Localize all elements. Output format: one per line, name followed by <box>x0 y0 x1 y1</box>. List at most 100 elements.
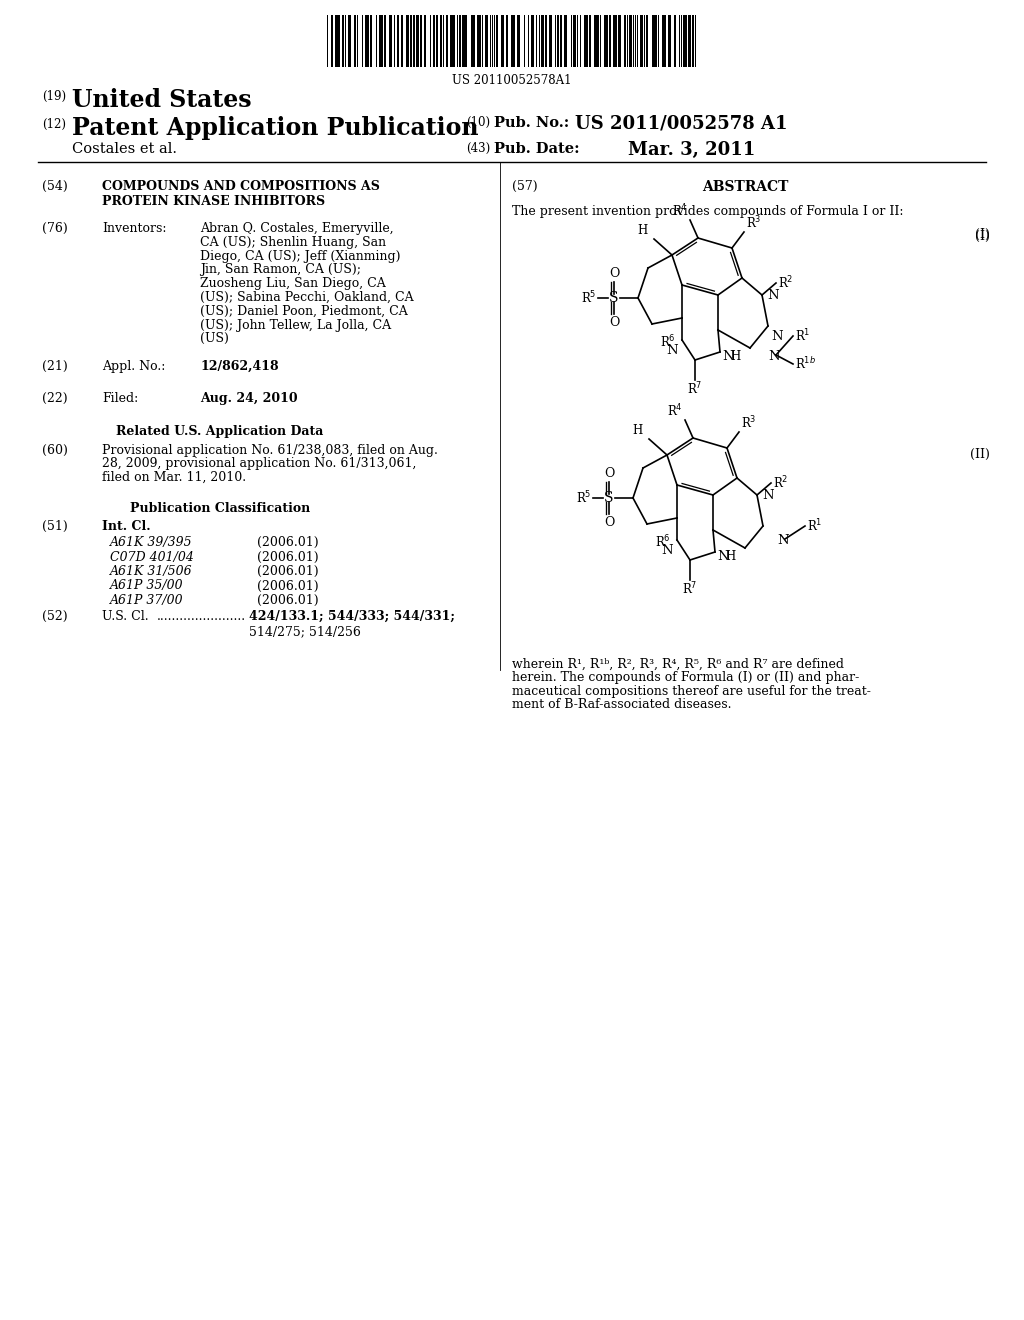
Text: (US); John Tellew, La Jolla, CA: (US); John Tellew, La Jolla, CA <box>200 318 391 331</box>
Bar <box>354 15 356 67</box>
Bar <box>501 15 504 67</box>
Text: H: H <box>637 224 647 238</box>
Text: N: N <box>722 350 733 363</box>
Text: United States: United States <box>72 88 252 112</box>
Text: 514/275; 514/256: 514/275; 514/256 <box>249 624 360 638</box>
Text: (II): (II) <box>970 447 990 461</box>
Text: (2006.01): (2006.01) <box>257 565 318 578</box>
Text: (52): (52) <box>42 610 68 623</box>
Text: Zuosheng Liu, San Diego, CA: Zuosheng Liu, San Diego, CA <box>200 277 386 290</box>
Bar <box>397 15 399 67</box>
Bar <box>331 15 333 67</box>
Text: (US); Daniel Poon, Piedmont, CA: (US); Daniel Poon, Piedmont, CA <box>200 305 408 318</box>
Bar <box>413 15 415 67</box>
Bar <box>384 15 386 67</box>
Bar <box>584 15 588 67</box>
Bar <box>560 15 562 67</box>
Bar <box>624 15 626 67</box>
Bar <box>410 15 412 67</box>
Text: R$^2$: R$^2$ <box>778 275 794 292</box>
Text: The present invention provides compounds of Formula I or II:: The present invention provides compounds… <box>512 205 903 218</box>
Text: Filed:: Filed: <box>102 392 138 405</box>
Text: N: N <box>768 350 779 363</box>
Bar <box>342 15 344 67</box>
Text: R$^4$: R$^4$ <box>673 202 688 219</box>
Text: R$^7$: R$^7$ <box>682 581 697 598</box>
Bar <box>370 15 372 67</box>
Text: A61P 35/00: A61P 35/00 <box>110 579 183 593</box>
Text: R$^5$: R$^5$ <box>581 289 596 306</box>
Text: A61K 39/395: A61K 39/395 <box>110 536 193 549</box>
Text: A61K 31/506: A61K 31/506 <box>110 565 193 578</box>
Bar <box>618 15 621 67</box>
Text: Jin, San Ramon, CA (US);: Jin, San Ramon, CA (US); <box>200 264 361 276</box>
Text: herein. The compounds of Formula (I) or (II) and phar-: herein. The compounds of Formula (I) or … <box>512 672 859 685</box>
Bar <box>511 15 515 67</box>
Bar <box>531 15 534 67</box>
Text: (2006.01): (2006.01) <box>257 579 318 593</box>
Bar <box>646 15 648 67</box>
Text: ment of B-Raf-associated diseases.: ment of B-Raf-associated diseases. <box>512 698 731 711</box>
Text: (US): (US) <box>200 333 229 346</box>
Bar <box>416 15 419 67</box>
Text: (22): (22) <box>42 392 68 405</box>
Text: 424/133.1; 544/333; 544/331;: 424/133.1; 544/333; 544/331; <box>249 610 455 623</box>
Bar <box>557 15 559 67</box>
Text: R$^7$: R$^7$ <box>687 381 702 397</box>
Text: N: N <box>777 535 788 546</box>
Text: filed on Mar. 11, 2010.: filed on Mar. 11, 2010. <box>102 471 246 484</box>
Text: Diego, CA (US); Jeff (Xianming): Diego, CA (US); Jeff (Xianming) <box>200 249 400 263</box>
Text: (10): (10) <box>466 116 490 129</box>
Text: N: N <box>767 289 778 302</box>
Bar <box>365 15 369 67</box>
Text: Abran Q. Costales, Emeryville,: Abran Q. Costales, Emeryville, <box>200 222 393 235</box>
Bar <box>506 15 508 67</box>
Bar <box>573 15 575 67</box>
Text: (43): (43) <box>466 143 490 154</box>
Text: US 2011/0052578 A1: US 2011/0052578 A1 <box>575 115 787 133</box>
Text: R$^4$: R$^4$ <box>668 403 683 418</box>
Text: (76): (76) <box>42 222 68 235</box>
Bar <box>688 15 691 67</box>
Bar <box>433 15 435 67</box>
Bar <box>389 15 392 67</box>
Bar <box>335 15 340 67</box>
Text: US 20110052578A1: US 20110052578A1 <box>453 74 571 87</box>
Text: Patent Application Publication: Patent Application Publication <box>72 116 478 140</box>
Text: (I): (I) <box>975 230 990 243</box>
Text: R$^{1b}$: R$^{1b}$ <box>795 356 816 372</box>
Text: O: O <box>609 315 620 329</box>
Text: (I): (I) <box>975 228 990 242</box>
Bar <box>609 15 611 67</box>
Text: N: N <box>717 550 729 564</box>
Text: Pub. Date:: Pub. Date: <box>494 143 580 156</box>
Text: (2006.01): (2006.01) <box>257 536 318 549</box>
Bar <box>496 15 498 67</box>
Text: .......................: ....................... <box>157 610 246 623</box>
Bar <box>589 15 591 67</box>
Bar <box>379 15 383 67</box>
Bar <box>640 15 643 67</box>
Text: A61P 37/00: A61P 37/00 <box>110 594 183 607</box>
Text: R$^6$: R$^6$ <box>655 535 671 550</box>
Text: Pub. No.:: Pub. No.: <box>494 116 569 129</box>
Bar <box>629 15 632 67</box>
Text: wherein R¹, R¹ᵇ, R², R³, R⁴, R⁵, R⁶ and R⁷ are defined: wherein R¹, R¹ᵇ, R², R³, R⁴, R⁵, R⁶ and … <box>512 657 844 671</box>
Bar <box>446 15 449 67</box>
Text: 12/862,418: 12/862,418 <box>200 360 279 374</box>
Text: S: S <box>604 491 613 506</box>
Text: N: N <box>762 488 773 502</box>
Text: N: N <box>667 345 678 356</box>
Text: Publication Classification: Publication Classification <box>130 502 310 515</box>
Text: Mar. 3, 2011: Mar. 3, 2011 <box>628 141 756 158</box>
Text: (2006.01): (2006.01) <box>257 594 318 607</box>
Bar <box>485 15 488 67</box>
Text: O: O <box>609 267 620 280</box>
Text: (57): (57) <box>512 180 538 193</box>
Text: R$^2$: R$^2$ <box>773 475 788 491</box>
Text: (21): (21) <box>42 360 68 374</box>
Bar <box>652 15 657 67</box>
Bar <box>450 15 455 67</box>
Text: (51): (51) <box>42 520 68 533</box>
Bar <box>541 15 544 67</box>
